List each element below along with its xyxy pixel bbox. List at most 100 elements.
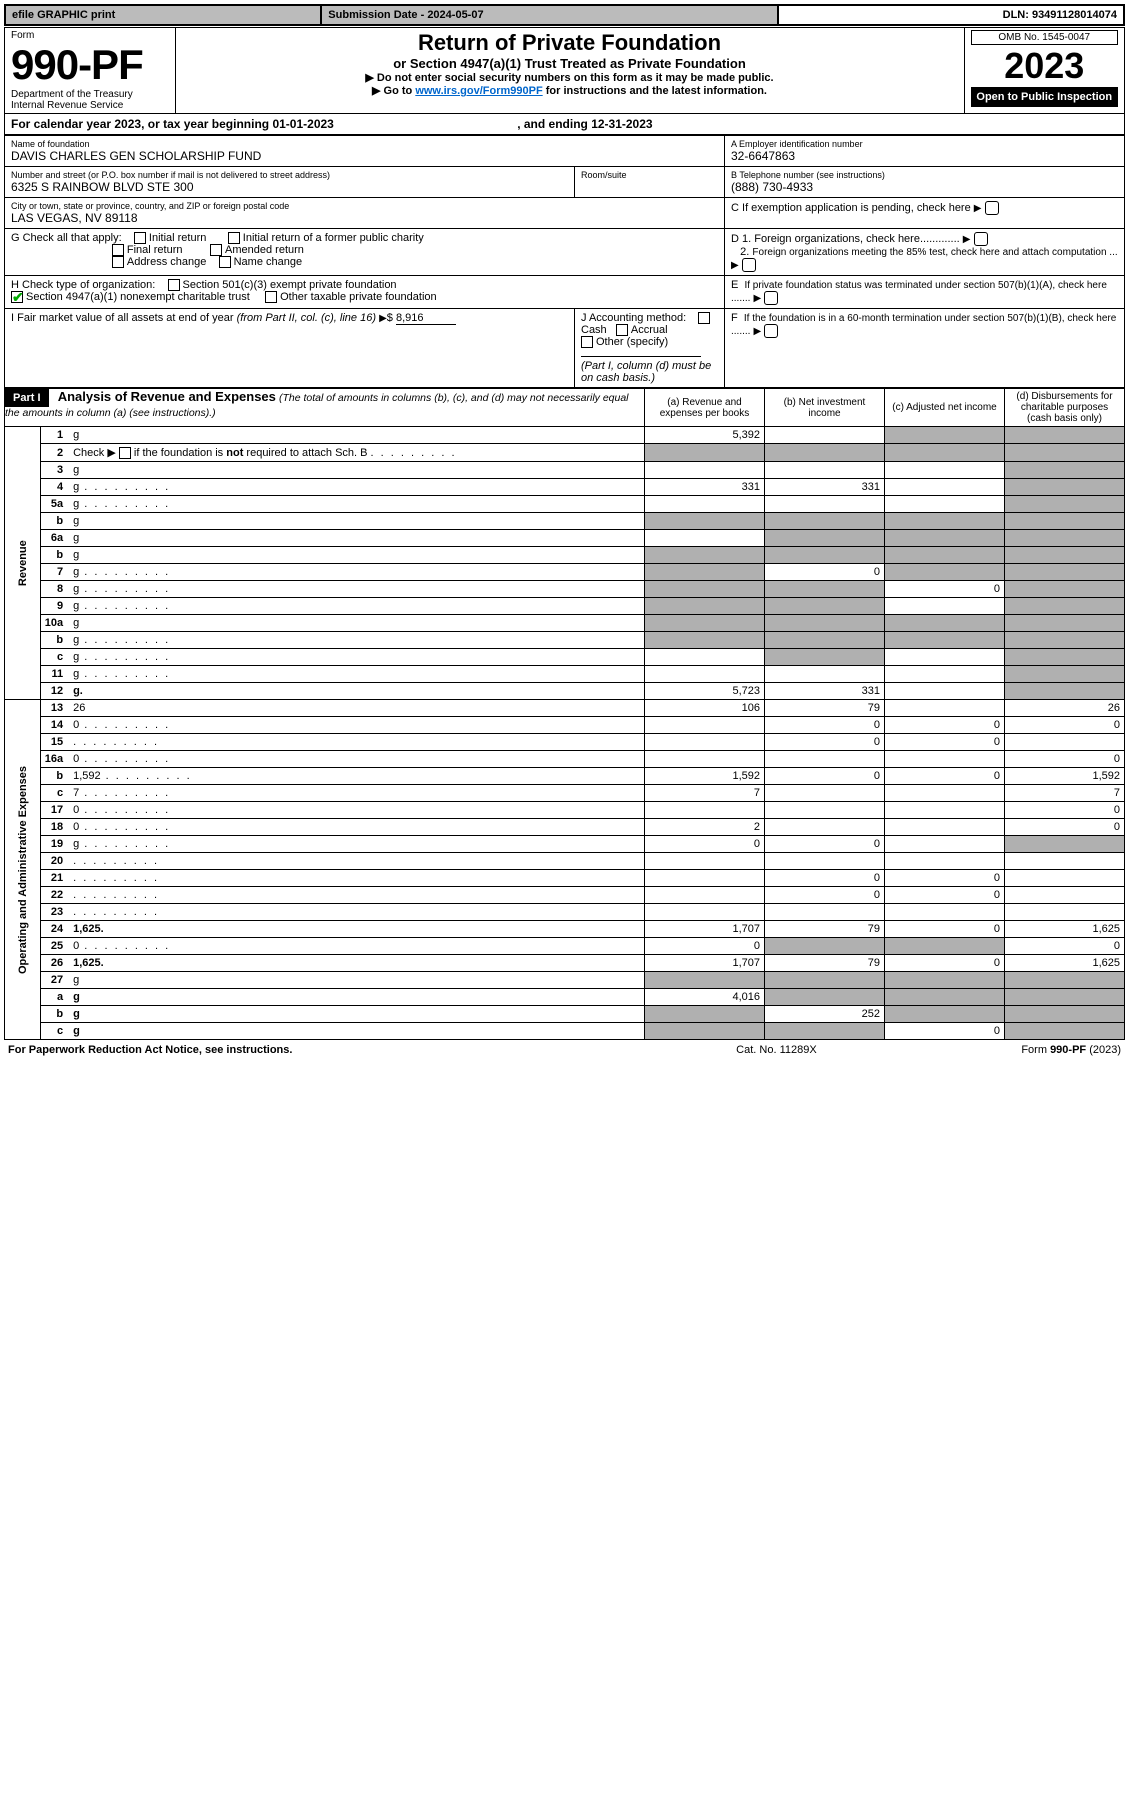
line-number: 14	[40, 717, 69, 734]
tax-year: 2023	[971, 45, 1119, 87]
cell-c: 0	[885, 887, 1005, 904]
col-d-header: (d) Disbursements for charitable purpose…	[1005, 389, 1125, 427]
line-number: 15	[40, 734, 69, 751]
line-number: 11	[40, 666, 69, 683]
line-number: 25	[40, 938, 69, 955]
arrow-icon	[754, 292, 762, 304]
line-number: b	[40, 632, 69, 649]
line-number: 13	[40, 700, 69, 717]
g-initial-former[interactable]	[228, 232, 240, 244]
j-other[interactable]	[581, 336, 593, 348]
table-row: 20	[5, 853, 1125, 870]
table-row: bg	[5, 547, 1125, 564]
g-opt-5: Name change	[234, 256, 303, 268]
line-description: 1,592	[69, 768, 644, 785]
table-row: 19g00	[5, 836, 1125, 853]
cell-a: 0	[645, 836, 765, 853]
cell-d	[1005, 581, 1125, 598]
top-bar: efile GRAPHIC print Submission Date - 20…	[4, 4, 1125, 26]
form-title: Return of Private Foundation	[182, 30, 958, 56]
cell-d	[1005, 547, 1125, 564]
line-description: Check ▶ if the foundation is not require…	[69, 444, 644, 462]
form-header: Form 990-PF Department of the Treasury I…	[4, 27, 1125, 114]
col-b-header: (b) Net investment income	[765, 389, 885, 427]
f-checkbox[interactable]	[764, 324, 778, 338]
phone-value: (888) 730-4933	[731, 180, 1118, 194]
cell-b	[765, 444, 885, 462]
cell-c	[885, 615, 1005, 632]
g-initial-return[interactable]	[134, 232, 146, 244]
j-opt-c: Other (specify)	[596, 336, 668, 348]
h-4947[interactable]	[11, 291, 23, 303]
table-row: cg0	[5, 1023, 1125, 1040]
cell-b: 0	[765, 564, 885, 581]
cell-c	[885, 836, 1005, 853]
line-number: 24	[40, 921, 69, 938]
table-row: 25000	[5, 938, 1125, 955]
tax-period: For calendar year 2023, or tax year begi…	[4, 114, 1125, 135]
cell-b	[765, 972, 885, 989]
cell-b	[765, 802, 885, 819]
cell-b	[765, 581, 885, 598]
j-opt-a: Cash	[581, 324, 607, 336]
h-opt-b: Section 4947(a)(1) nonexempt charitable …	[26, 291, 250, 303]
h-other-taxable[interactable]	[265, 291, 277, 303]
j-other-line	[581, 356, 701, 357]
line-number: b	[40, 768, 69, 785]
cell-c	[885, 938, 1005, 955]
d2-checkbox[interactable]	[742, 258, 756, 272]
sch-b-checkbox[interactable]	[119, 447, 131, 459]
table-row: 16a00	[5, 751, 1125, 768]
cell-b: 0	[765, 734, 885, 751]
cell-d	[1005, 598, 1125, 615]
cell-d	[1005, 462, 1125, 479]
cell-a	[645, 1023, 765, 1040]
line-number: c	[40, 785, 69, 802]
part1-table: Part I Analysis of Revenue and Expenses …	[4, 388, 1125, 1040]
cell-b	[765, 904, 885, 921]
j-accrual[interactable]	[616, 324, 628, 336]
cell-b	[765, 751, 885, 768]
form-number: 990-PF	[11, 41, 169, 89]
line-number: 22	[40, 887, 69, 904]
line-description: g	[69, 632, 644, 649]
line-description: g	[69, 564, 644, 581]
cell-b	[765, 462, 885, 479]
cell-a	[645, 853, 765, 870]
form990pf-link[interactable]: www.irs.gov/Form990PF	[415, 85, 542, 97]
cell-b	[765, 1023, 885, 1040]
cell-b	[765, 938, 885, 955]
cell-c: 0	[885, 921, 1005, 938]
table-row: Operating and Administrative Expenses132…	[5, 700, 1125, 717]
line-description: g	[69, 615, 644, 632]
cell-c	[885, 564, 1005, 581]
line-number: b	[40, 1006, 69, 1023]
line-number: 2	[40, 444, 69, 462]
g-amended[interactable]	[210, 244, 222, 256]
table-row: 261,625.1,7077901,625	[5, 955, 1125, 972]
cell-c: 0	[885, 870, 1005, 887]
g-opt-0: Initial return	[149, 232, 206, 244]
d1-checkbox[interactable]	[974, 232, 988, 246]
cell-d	[1005, 444, 1125, 462]
c-checkbox[interactable]	[985, 201, 999, 215]
g-address-change[interactable]	[112, 256, 124, 268]
arrow-icon	[963, 233, 971, 245]
line-number: 12	[40, 683, 69, 700]
cell-a	[645, 530, 765, 547]
line-number: a	[40, 989, 69, 1006]
table-row: 140000	[5, 717, 1125, 734]
g-name-change[interactable]	[219, 256, 231, 268]
cell-b: 331	[765, 683, 885, 700]
efile-btn[interactable]: efile GRAPHIC print	[5, 5, 321, 25]
line-description: g	[69, 427, 644, 444]
cell-d: 1,625	[1005, 921, 1125, 938]
line-description: g	[69, 598, 644, 615]
j-cash[interactable]	[698, 312, 710, 324]
revenue-section-label: Revenue	[5, 427, 41, 700]
arrow-icon	[379, 312, 387, 324]
h-501c3[interactable]	[168, 279, 180, 291]
cell-a	[645, 734, 765, 751]
e-checkbox[interactable]	[764, 291, 778, 305]
g-final-return[interactable]	[112, 244, 124, 256]
